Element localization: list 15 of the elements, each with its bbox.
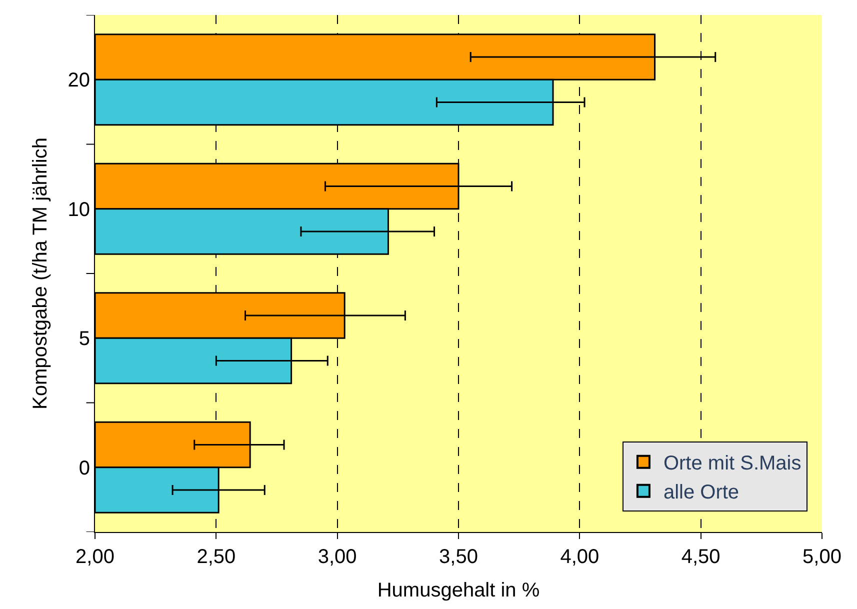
y-tick-label: 0 (78, 457, 90, 480)
legend-label: Orte mit S.Mais (663, 452, 802, 475)
x-tick-label: 5,00 (802, 546, 842, 568)
x-tick-label: 4,00 (560, 546, 600, 568)
x-tick-label: 3,00 (318, 546, 357, 568)
legend-label: alle Orte (663, 482, 740, 504)
x-axis-title: Humusgehalt in % (377, 580, 540, 602)
y-tick-label: 5 (78, 328, 90, 350)
x-tick-label: 4,50 (681, 546, 720, 568)
x-tick-label: 2,00 (76, 546, 114, 568)
x-tick-label: 2,50 (196, 546, 236, 568)
y-tick-label: 20 (68, 70, 90, 92)
y-axis-title: Kompostgabe (t/ha TM jährlich (29, 138, 52, 410)
y-tick-label: 10 (68, 198, 90, 221)
x-tick-label: 3,50 (439, 546, 478, 568)
